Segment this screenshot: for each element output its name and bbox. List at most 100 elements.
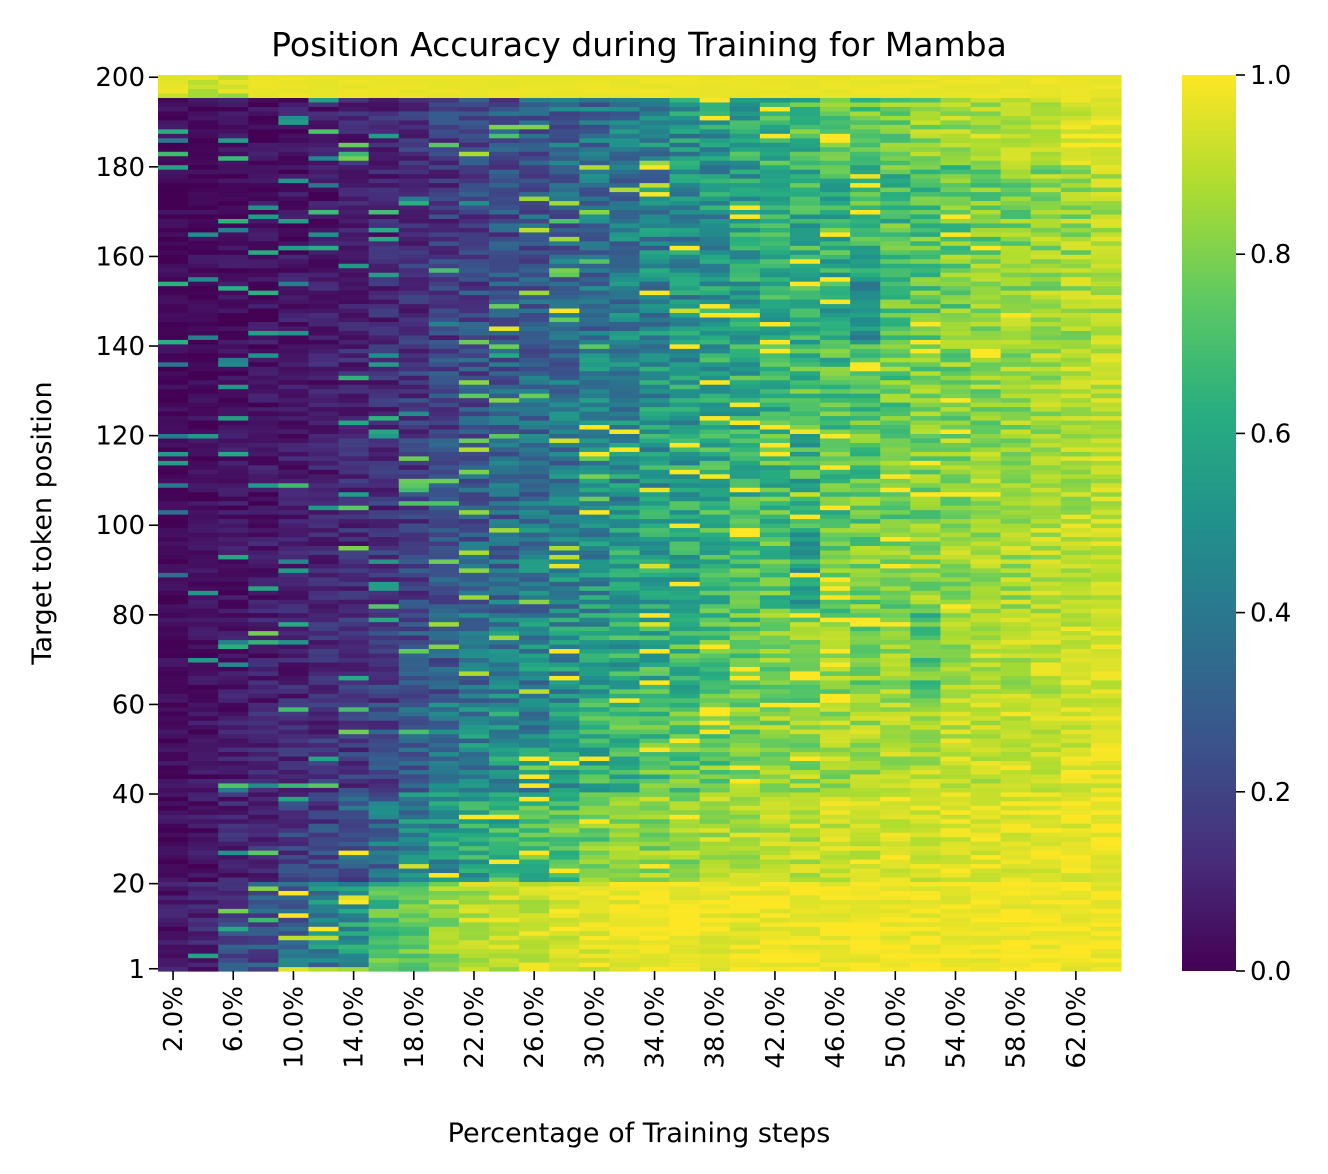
heatmap-cell (338, 191, 370, 197)
heatmap-cell (398, 711, 430, 717)
heatmap-cell (519, 585, 550, 591)
heatmap-cell (579, 348, 610, 354)
heatmap-cell (759, 881, 791, 887)
heatmap-cell (759, 872, 791, 878)
heatmap-cell (278, 648, 310, 654)
heatmap-cell (158, 290, 189, 296)
heatmap-cell (458, 612, 490, 618)
heatmap-cell (428, 505, 460, 511)
heatmap-cell (789, 204, 821, 210)
heatmap-cell (850, 209, 881, 215)
heatmap-cell (338, 791, 370, 797)
heatmap-cell (458, 393, 490, 399)
heatmap-cell (428, 859, 460, 865)
heatmap-cell (188, 124, 219, 130)
heatmap-cell (338, 814, 370, 820)
heatmap-cell (218, 442, 249, 448)
heatmap-cell (850, 962, 881, 968)
heatmap-cell (489, 388, 520, 394)
heatmap-cell (669, 406, 701, 412)
heatmap-cell (759, 549, 791, 555)
heatmap-cell (368, 518, 400, 524)
heatmap-cell (549, 612, 580, 618)
heatmap-cell (248, 563, 279, 569)
heatmap-cell (759, 693, 791, 699)
heatmap-cell (489, 657, 520, 663)
heatmap-cell (699, 742, 731, 748)
heatmap-cell (880, 227, 911, 233)
heatmap-cell (699, 178, 731, 184)
heatmap-cell (458, 79, 490, 85)
heatmap-cell (188, 594, 219, 600)
heatmap-cell (158, 764, 189, 770)
heatmap-cell (759, 962, 791, 968)
heatmap-cell (729, 585, 761, 591)
heatmap-cell (850, 639, 881, 645)
heatmap-cell (519, 518, 550, 524)
heatmap-cell (248, 576, 279, 582)
heatmap-cell (398, 137, 430, 143)
heatmap-cell (158, 222, 189, 228)
heatmap-cell (820, 366, 851, 372)
heatmap-cell (549, 460, 580, 466)
heatmap-cell (639, 115, 671, 121)
heatmap-cell (669, 738, 701, 744)
heatmap-cell (880, 540, 911, 546)
heatmap-cell (729, 254, 761, 260)
heatmap-cell (158, 876, 189, 882)
heatmap-cell (880, 307, 911, 314)
heatmap-cell (759, 79, 791, 85)
heatmap-cell (338, 272, 370, 278)
heatmap-cell (218, 742, 249, 748)
heatmap-cell (248, 702, 279, 708)
heatmap-cell (880, 648, 911, 654)
heatmap-cell (579, 191, 610, 197)
heatmap-cell (579, 464, 610, 470)
heatmap-cell (278, 473, 310, 479)
heatmap-cell (820, 540, 851, 546)
heatmap-cell (158, 921, 189, 927)
heatmap-cell (338, 854, 370, 860)
heatmap-cell (338, 339, 370, 345)
heatmap-cell (218, 576, 249, 582)
heatmap-cell (278, 724, 310, 730)
heatmap-cell (850, 953, 881, 959)
heatmap-cell (639, 160, 671, 166)
heatmap-cell (398, 760, 430, 766)
heatmap-cell (759, 294, 791, 300)
heatmap-cell (639, 518, 671, 524)
heatmap-cell (188, 778, 219, 784)
heatmap-cell (368, 643, 400, 650)
heatmap-cell (398, 523, 430, 529)
heatmap-cell (158, 384, 189, 390)
heatmap-cell (458, 935, 490, 941)
heatmap-cell (338, 509, 370, 515)
heatmap-cell (218, 281, 249, 287)
heatmap-cell (579, 478, 610, 484)
heatmap-cell (699, 760, 731, 766)
heatmap-cell (519, 917, 550, 923)
heatmap-cell (729, 514, 761, 520)
heatmap-cell (338, 540, 370, 546)
heatmap-cell (248, 903, 279, 909)
heatmap-cell (820, 545, 851, 551)
heatmap-cell (609, 142, 641, 148)
heatmap-cell (669, 742, 701, 748)
heatmap-cell (368, 926, 400, 932)
heatmap-cell (609, 800, 641, 806)
heatmap-cell (368, 612, 400, 618)
heatmap-cell (248, 827, 279, 833)
heatmap-cell (789, 491, 821, 497)
heatmap-cell (609, 899, 641, 905)
heatmap-cell (820, 635, 851, 641)
heatmap-cell (428, 738, 460, 744)
heatmap-cell (248, 240, 279, 246)
heatmap-cell (188, 482, 219, 488)
heatmap-cell (368, 124, 400, 130)
heatmap-cell (489, 514, 520, 520)
heatmap-cell (820, 661, 851, 667)
heatmap-cell (458, 966, 490, 972)
heatmap-cell (820, 563, 851, 569)
heatmap-cell (519, 464, 550, 470)
heatmap-cell (729, 912, 761, 918)
